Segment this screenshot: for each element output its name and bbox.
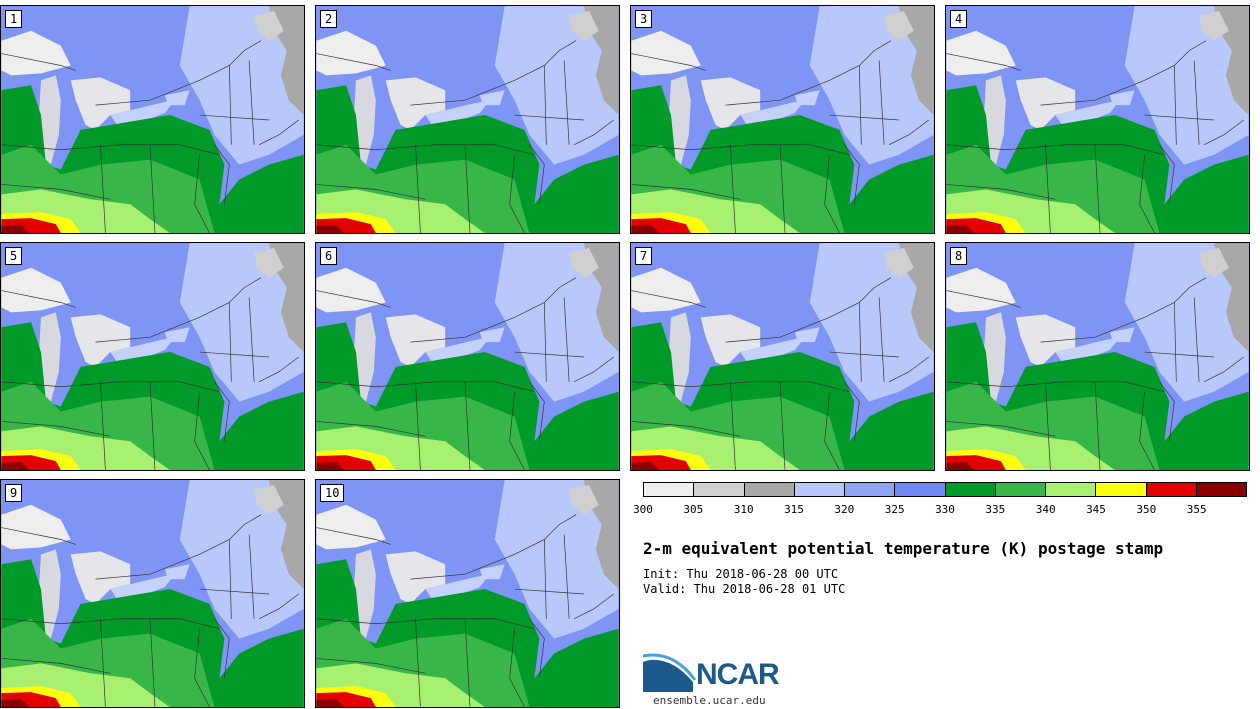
postage-stamp-map-1: 1 bbox=[0, 5, 305, 234]
postage-stamp-map-9: 9 bbox=[0, 479, 305, 708]
colorbar-segment bbox=[694, 483, 745, 496]
panel-number: 10 bbox=[320, 484, 345, 502]
colorbar-segment bbox=[1096, 483, 1147, 496]
colorbar-tick-label: 305 bbox=[683, 503, 704, 516]
panel-number: 4 bbox=[950, 10, 968, 28]
colorbar-segment bbox=[644, 483, 695, 496]
colorbar-tick-label: 315 bbox=[784, 503, 804, 516]
panel-number: 7 bbox=[635, 247, 653, 265]
ncar-logo bbox=[643, 653, 697, 692]
postage-stamp-map-10: 10 bbox=[315, 479, 620, 708]
colorbar-segment bbox=[945, 483, 996, 496]
postage-stamp-map-8: 8 bbox=[945, 242, 1250, 471]
colorbar-tick-label: 350 bbox=[1136, 503, 1157, 516]
postage-stamp-map-5: 5 bbox=[0, 242, 305, 471]
postage-stamp-map-6: 6 bbox=[315, 242, 620, 471]
panel-number: 5 bbox=[5, 247, 23, 265]
valid-time: Valid: Thu 2018-06-28 01 UTC bbox=[643, 582, 846, 596]
postage-stamp-map-4: 4 bbox=[945, 5, 1250, 234]
colorbar-tick-label: 355 bbox=[1186, 503, 1207, 516]
colorbar-tick-label: 325 bbox=[884, 503, 905, 516]
colorbar-tick-label: 340 bbox=[1035, 503, 1056, 516]
colorbar-segment bbox=[744, 483, 795, 496]
colorbar-tick-label: 345 bbox=[1086, 503, 1106, 516]
panel-number: 1 bbox=[5, 10, 23, 28]
colorbar-tick-label: 300 bbox=[633, 503, 653, 516]
colorbar-segment bbox=[895, 483, 946, 496]
colorbar-tick-label: 320 bbox=[834, 503, 855, 516]
panel-number: 8 bbox=[950, 247, 968, 265]
figure-title: 2-m equivalent potential temperature (K)… bbox=[643, 539, 1164, 558]
panel-number: 2 bbox=[320, 10, 338, 28]
postage-stamp-map-7: 7 bbox=[630, 242, 935, 471]
colorbar bbox=[643, 482, 1247, 497]
colorbar-tick-label: 330 bbox=[935, 503, 955, 516]
colorbar-segment bbox=[1196, 483, 1246, 496]
colorbar-tick-label: 335 bbox=[985, 503, 1006, 516]
panel-number: 9 bbox=[5, 484, 23, 502]
postage-stamp-map-3: 3 bbox=[630, 5, 935, 234]
colorbar-tick-labels: 300 305 310 315 320 325 330 335 340 345 350 355 bbox=[633, 503, 1247, 517]
colorbar-segment bbox=[845, 483, 896, 496]
colorbar-segment bbox=[1146, 483, 1197, 496]
colorbar-segment bbox=[1046, 483, 1097, 496]
init-time: Init: Thu 2018-06-28 00 UTC bbox=[643, 567, 839, 581]
colorbar-segment bbox=[995, 483, 1046, 496]
panel-number: 3 bbox=[635, 10, 653, 28]
postage-stamp-map-2: 2 bbox=[315, 5, 620, 234]
panel-number: 6 bbox=[320, 247, 338, 265]
ncar-logo-text: NCAR bbox=[696, 658, 780, 691]
site-url: ensemble.ucar.edu bbox=[653, 694, 766, 707]
colorbar-segment bbox=[794, 483, 845, 496]
colorbar-tick-label: 310 bbox=[733, 503, 754, 516]
